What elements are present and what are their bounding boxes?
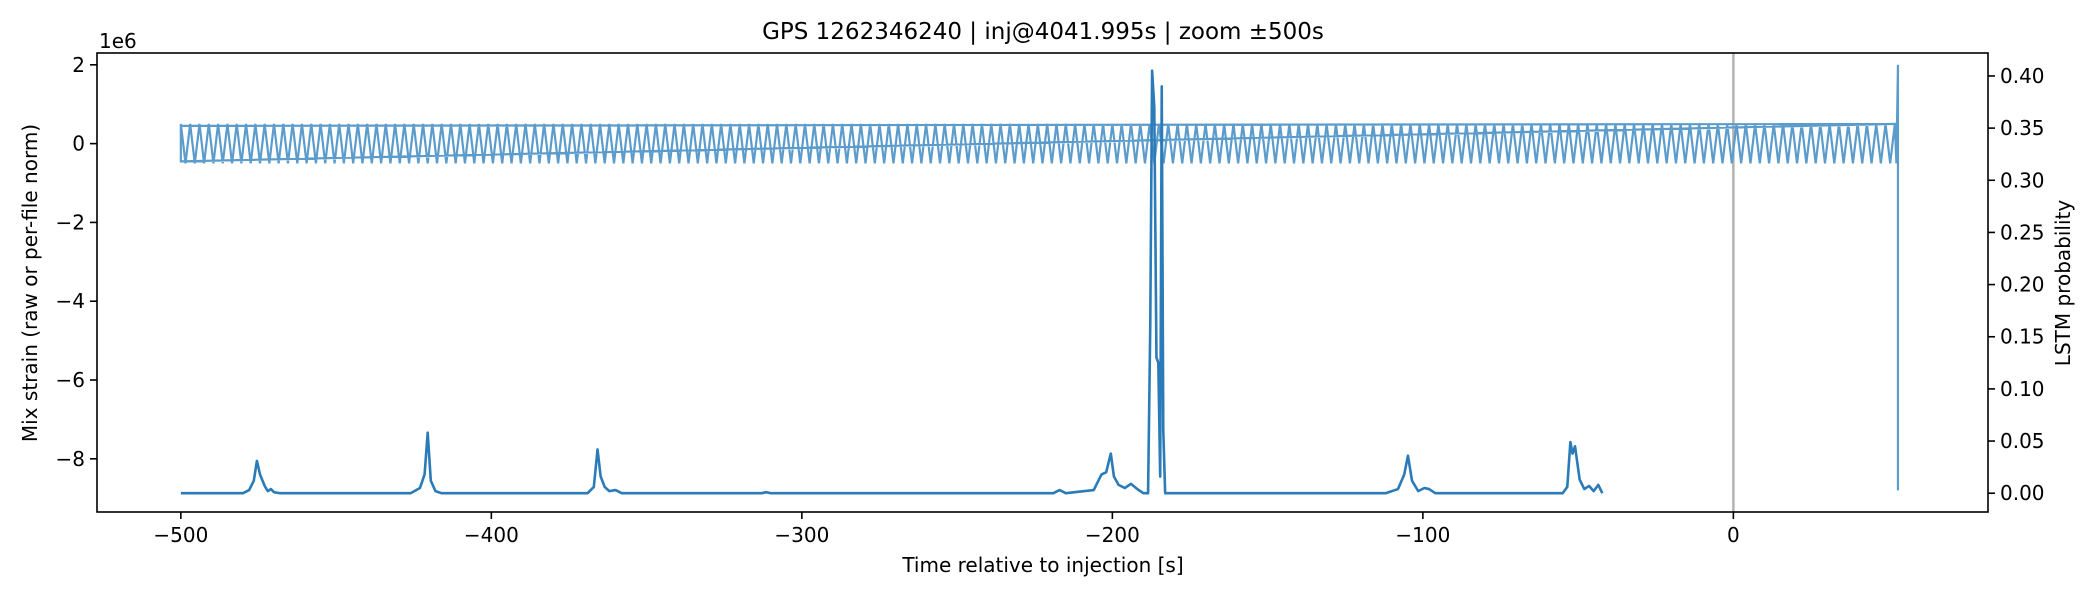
series-line-left-strain [179, 64, 1900, 491]
left-y-tick-label: −6 [56, 368, 85, 392]
left-y-tick-label: 0 [72, 132, 85, 156]
right-y-tick-label: 0.20 [2000, 273, 2045, 297]
x-tick-label: −100 [1395, 523, 1450, 547]
plot-frame [96, 52, 1989, 513]
left-axis-offset-label: 1e6 [99, 29, 137, 53]
right-y-tick-label: 0.35 [2000, 116, 2045, 140]
left-y-tick-label: 2 [72, 53, 85, 77]
right-y-tick-label: 0.25 [2000, 220, 2045, 244]
x-tick-label: −500 [153, 523, 208, 547]
left-y-tick-label: −4 [56, 289, 85, 313]
left-y-tick-label: −8 [56, 447, 85, 471]
right-y-tick-label: 0.15 [2000, 325, 2045, 349]
right-y-axis-label: LSTM probability [2051, 200, 2075, 367]
chart-title: GPS 1262346240 | inj@4041.995s | zoom ±5… [762, 19, 1324, 45]
x-tick-label: −300 [774, 523, 829, 547]
right-y-tick-label: 0.30 [2000, 168, 2045, 192]
x-tick-label: 0 [1727, 523, 1740, 547]
right-y-tick-label: 0.10 [2000, 377, 2045, 401]
right-y-tick-label: 0.40 [2000, 64, 2045, 88]
x-tick-label: −400 [464, 523, 519, 547]
x-tick-label: −200 [1085, 523, 1140, 547]
x-axis-label: Time relative to injection [s] [901, 553, 1183, 577]
series-line-right-probability [180, 69, 1604, 495]
left-y-tick-label: −2 [56, 210, 85, 234]
left-y-axis-label: Mix strain (raw or per-file norm) [18, 124, 42, 442]
right-y-tick-label: 0.00 [2000, 481, 2045, 505]
right-y-tick-label: 0.05 [2000, 429, 2045, 453]
